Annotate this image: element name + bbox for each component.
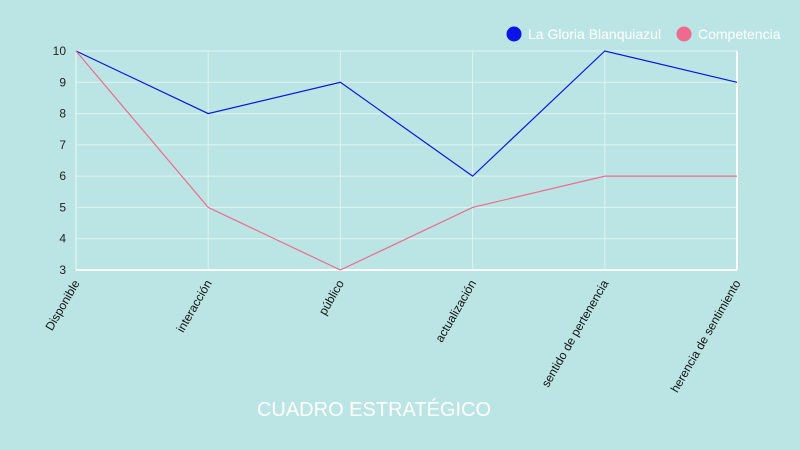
- legend-marker: [676, 26, 692, 42]
- legend-item-1[interactable]: La Gloria Blanquiazul: [506, 26, 662, 42]
- x-tick-label: sentido de pertenencia: [539, 277, 612, 389]
- x-tick-label: herencia de sentimiento: [668, 277, 744, 395]
- legend-label: La Gloria Blanquiazul: [528, 26, 661, 42]
- x-tick-labels: Disponible interacción público actualizació…: [42, 277, 743, 395]
- y-tick-label: 8: [59, 107, 66, 121]
- axes: [75, 51, 738, 271]
- grid-lines: [76, 50, 737, 270]
- y-tick-label: 5: [59, 200, 66, 214]
- x-tick-label: interacción: [174, 278, 215, 335]
- chart-title: CUADRO ESTRATÉGICO: [257, 398, 491, 421]
- y-tick-label: 9: [59, 75, 66, 89]
- legend-label: Competencia: [698, 26, 781, 42]
- x-tick-label: público: [316, 277, 347, 317]
- legend-item-2[interactable]: Competencia: [676, 26, 781, 42]
- x-tick-label: actualización: [432, 277, 479, 344]
- series-lines: [75, 50, 738, 271]
- y-tick-label: 10: [53, 44, 67, 58]
- series-line-2: [75, 50, 737, 271]
- y-tick-label: 4: [59, 232, 66, 246]
- legend-marker: [506, 26, 522, 42]
- x-tick-label: Disponible: [42, 277, 82, 333]
- y-tick-label: 6: [59, 169, 66, 183]
- y-tick-label: 7: [59, 138, 66, 152]
- y-tick-labels: 3 4 5 6 7 8 9 10: [53, 44, 67, 277]
- legend[interactable]: La Gloria Blanquiazul Competencia: [506, 26, 781, 42]
- y-tick-label: 3: [59, 263, 66, 277]
- series-line-1: [75, 50, 738, 177]
